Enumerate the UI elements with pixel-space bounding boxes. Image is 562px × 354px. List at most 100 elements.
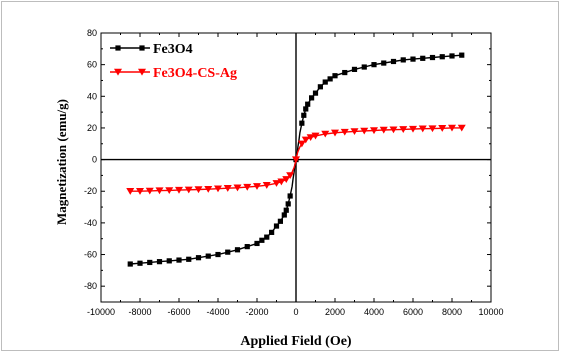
data-point — [277, 178, 286, 186]
data-point — [331, 129, 339, 137]
data-point — [285, 201, 291, 207]
data-point — [306, 134, 315, 142]
data-point — [312, 90, 319, 96]
data-point — [351, 66, 358, 72]
data-point — [136, 188, 144, 195]
data-point — [410, 56, 416, 62]
data-point — [145, 187, 154, 195]
data-point — [223, 185, 232, 192]
legend-marker — [115, 45, 121, 51]
data-point — [360, 127, 369, 135]
series-fe3o4-cs-ag — [126, 124, 466, 195]
data-point — [147, 259, 153, 266]
data-point — [340, 128, 349, 136]
data-point — [327, 76, 333, 82]
data-point — [299, 120, 305, 126]
y-tick-label: 0 — [92, 155, 97, 165]
data-point — [292, 156, 300, 164]
data-point — [448, 124, 456, 132]
data-point — [264, 234, 270, 240]
data-point — [286, 172, 295, 180]
legend-label: Fe3O4 — [153, 42, 193, 57]
data-point — [127, 261, 133, 267]
data-point — [155, 187, 164, 195]
y-tick-label: 20 — [87, 123, 97, 133]
x-axis-title: Applied Field (Oe) — [240, 334, 352, 349]
data-point — [301, 136, 310, 144]
data-point — [370, 127, 378, 135]
data-point — [225, 249, 231, 255]
data-point — [428, 125, 437, 133]
x-tick-label: -2000 — [245, 307, 268, 317]
data-point — [233, 184, 242, 192]
data-point — [350, 128, 359, 136]
data-point — [205, 253, 211, 259]
data-point — [342, 69, 348, 76]
data-point — [449, 53, 455, 59]
data-point — [301, 112, 307, 118]
data-point — [234, 247, 241, 253]
data-point — [175, 186, 183, 194]
data-point — [311, 132, 320, 140]
data-point — [273, 223, 280, 229]
x-tick-label: 10000 — [478, 307, 503, 317]
y-tick-label: 40 — [87, 91, 97, 101]
x-tick-label: -6000 — [167, 307, 190, 317]
data-point — [429, 54, 436, 61]
data-point — [166, 258, 172, 264]
x-tick-label: 4000 — [364, 307, 384, 317]
data-point — [371, 62, 377, 68]
y-tick-label: -40 — [84, 218, 97, 228]
data-point — [165, 187, 174, 195]
legend-marker — [138, 68, 146, 76]
data-point — [215, 251, 221, 258]
data-point — [259, 237, 265, 243]
data-point — [305, 101, 311, 107]
data-point — [195, 255, 202, 261]
data-point — [281, 212, 287, 218]
data-point — [287, 193, 293, 199]
data-point — [400, 57, 406, 63]
y-tick-label: -20 — [84, 186, 97, 196]
y-tick-label: 60 — [87, 60, 97, 70]
data-point — [244, 244, 250, 250]
data-point — [184, 186, 193, 194]
data-point — [439, 54, 445, 60]
data-point — [399, 126, 408, 133]
data-point — [126, 188, 135, 195]
x-tick-label: 0 — [293, 307, 298, 317]
y-tick-label: 80 — [87, 28, 97, 38]
data-point — [420, 55, 426, 61]
data-point — [379, 126, 388, 134]
data-point — [269, 229, 275, 235]
data-point — [254, 240, 260, 247]
data-point — [282, 176, 291, 183]
x-tick-label: -10000 — [87, 307, 115, 317]
data-point — [438, 125, 447, 132]
legend-label: Fe3O4-CS-Ag — [153, 66, 237, 81]
x-tick-label: 6000 — [403, 307, 423, 317]
data-point — [204, 185, 213, 193]
data-point — [243, 183, 252, 191]
data-point — [409, 125, 417, 133]
data-point — [332, 73, 338, 79]
y-tick-label: -60 — [84, 250, 97, 260]
legend-marker — [114, 68, 122, 76]
x-tick-label: -8000 — [128, 307, 151, 317]
legend: Fe3O4 Fe3O4-CS-Ag — [110, 42, 237, 81]
data-point — [361, 64, 367, 70]
data-point — [303, 106, 309, 112]
data-point — [156, 259, 163, 265]
data-point — [283, 207, 289, 213]
data-point — [317, 84, 323, 90]
data-point — [253, 183, 261, 190]
x-tick-label: -4000 — [206, 307, 229, 317]
data-point — [272, 180, 281, 187]
data-point — [137, 260, 143, 266]
data-point — [297, 140, 306, 148]
x-tick-label: 8000 — [442, 307, 462, 317]
data-point — [322, 79, 328, 85]
y-tick-label: -80 — [84, 281, 97, 291]
